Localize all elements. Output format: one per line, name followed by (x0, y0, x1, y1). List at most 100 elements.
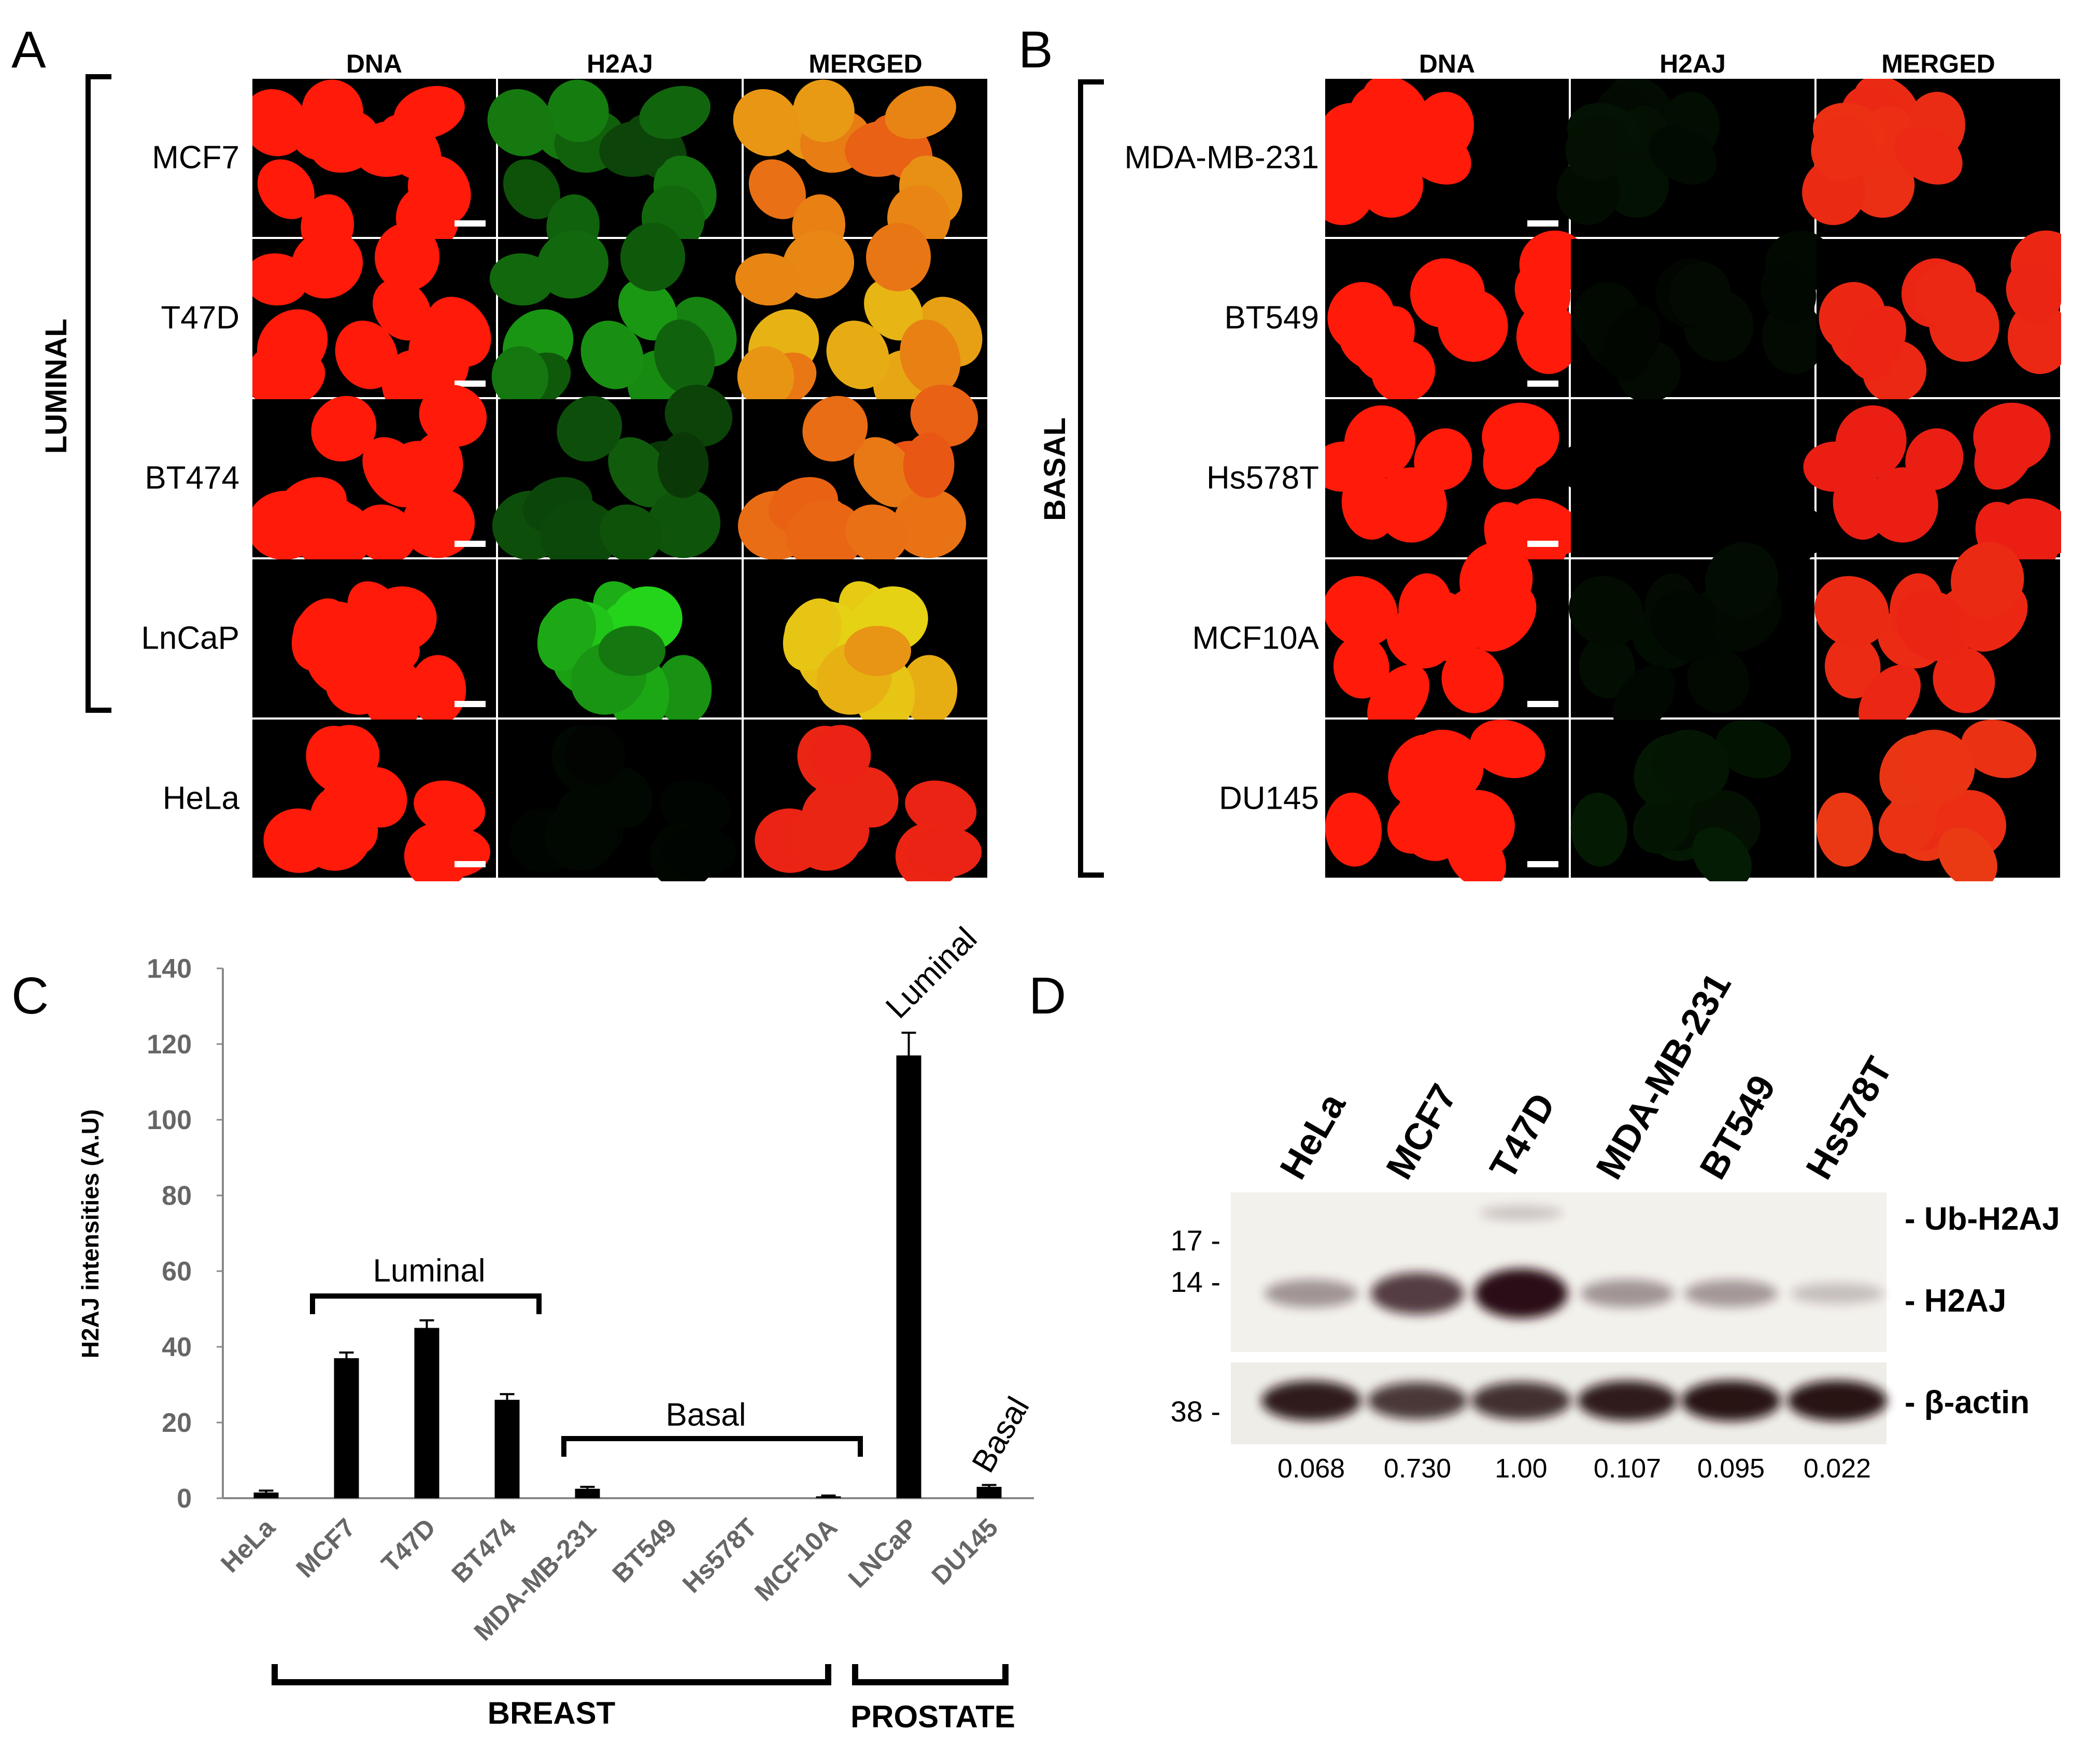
blot-band-beta-actin (1578, 1381, 1677, 1421)
panel-b-col-merged: MERGED (1881, 49, 1995, 78)
panel-label-d: D (1029, 967, 1066, 1025)
blot-band-h2aj (1265, 1279, 1358, 1307)
panel-a-luminal-bracket (86, 74, 111, 713)
chart-annotation-basal-breast: Basal (665, 1397, 746, 1433)
chart-y-tick-label: 120 (147, 1030, 192, 1060)
chart-group-prostate: PROSTATE (850, 1699, 1015, 1734)
blot-lane-label: T47D (1482, 1087, 1564, 1186)
blot-lane-label: BT549 (1692, 1068, 1784, 1186)
blot-lane-label: Hs578T (1798, 1050, 1900, 1186)
scale-bar (455, 861, 486, 867)
panel-a-image-dna (252, 559, 496, 733)
panel-b-image-h2aj (1570, 720, 1814, 881)
chart-x-tick-label: MCF7 (290, 1513, 361, 1583)
panel-b-image-merged (1817, 230, 2061, 403)
chart-bracket-luminal-breast (310, 1293, 542, 1314)
chart-annotation-luminal-prostate: Luminal (879, 921, 984, 1025)
panel-b-col-dna: DNA (1419, 49, 1475, 78)
chart-bar (976, 1487, 1002, 1498)
panel-b-image-merged (1814, 542, 2060, 734)
scale-bar (455, 541, 486, 547)
panel-b-image-h2aj (1571, 230, 1833, 403)
chart-y-tick-label: 80 (162, 1181, 192, 1211)
panel-label-b: B (1018, 21, 1053, 79)
chart-y-label: H2AJ intensities (A.U) (77, 1109, 104, 1359)
panel-a-image-dna (252, 222, 496, 419)
scale-bar (1527, 701, 1558, 707)
blot-quantification: 0.022 (1804, 1454, 1871, 1484)
chart-bar (816, 1496, 841, 1498)
panel-a-image-dna (252, 720, 496, 881)
chart-x-tick-label: BT474 (446, 1513, 522, 1588)
blot-quantification: 0.107 (1594, 1454, 1661, 1484)
chart-x-tick-label: LNCaP (843, 1513, 924, 1594)
blot-quantification: 0.068 (1278, 1454, 1345, 1484)
scale-bar (455, 381, 486, 387)
blot-band-beta-actin (1681, 1380, 1781, 1421)
panel-b-image-h2aj (1569, 542, 1814, 734)
chart-x-tick-label: BT549 (607, 1513, 683, 1588)
panel-b-image-dna (1325, 230, 1587, 403)
panel-a-image-h2aj (492, 385, 742, 571)
panel-a-col-merged: MERGED (808, 49, 922, 78)
panel-b-group-label: BASAL (1038, 417, 1072, 521)
blot-quantification: 0.730 (1384, 1454, 1451, 1484)
blot-quantification: 0.095 (1697, 1454, 1765, 1484)
blot-band-beta-actin (1261, 1381, 1361, 1421)
blot-band-h2aj (1371, 1272, 1464, 1315)
panel-b-basal-bracket (1078, 79, 1104, 878)
scale-bar (1527, 861, 1558, 867)
chart-bar (414, 1328, 439, 1498)
panel-b-row-label: DU145 (1219, 781, 1319, 816)
chart-x-tick-label: HeLa (215, 1512, 281, 1578)
panel-a-row-label: BT474 (145, 460, 239, 496)
chart-y-tick-label: 40 (162, 1332, 192, 1362)
panel-a-col-dna: DNA (346, 49, 402, 78)
panel-b-image-dna (1325, 79, 1569, 237)
blot-marker-14: 14 - (1171, 1265, 1221, 1298)
scale-bar (1527, 381, 1558, 387)
chart-bar (494, 1400, 520, 1498)
panel-b-row-label: MCF10A (1192, 621, 1319, 656)
panel-b-image-merged (1816, 720, 2060, 881)
blot-label-ub-h2aj: - Ub-H2AJ (1905, 1201, 2060, 1237)
panel-a-row-label: HeLa (163, 781, 240, 816)
blot-label-h2aj: - H2AJ (1905, 1283, 2006, 1319)
blot-band-h2aj (1474, 1269, 1568, 1318)
chart-y-tick-label: 0 (177, 1484, 192, 1514)
chart-annotation-luminal-breast: Luminal (373, 1253, 485, 1289)
chart-annotation-basal-prostate: Basal (965, 1391, 1036, 1479)
panel-b-microscopy: DNA H2AJ MERGED BASAL MDA-MB-231 BT549 Hs5… (1038, 49, 2061, 881)
blot-marker-17: 17 - (1171, 1224, 1221, 1257)
panel-b-image-merged (1802, 79, 2060, 237)
chart-bar (896, 1055, 921, 1498)
panel-a-image-merged (744, 720, 987, 881)
chart-group-breast: BREAST (488, 1696, 616, 1730)
chart-bracket-basal-breast (561, 1436, 863, 1457)
blot-upper-membrane (1231, 1192, 1886, 1352)
panel-b-image-h2aj (1557, 399, 1829, 577)
chart-y-tick-label: 140 (147, 954, 192, 984)
blot-band-ub-h2aj (1480, 1206, 1563, 1220)
panel-a-microscopy: DNA H2AJ MERGED LUMINAL MCF7 T47D BT474 LnC… (39, 49, 987, 881)
scale-bar (1527, 541, 1558, 547)
panel-label-c: C (11, 967, 49, 1025)
blot-lane-label: HeLa (1272, 1086, 1354, 1186)
blot-band-h2aj (1684, 1279, 1778, 1307)
blot-band-beta-actin (1471, 1382, 1571, 1420)
panel-b-image-dna (1325, 399, 1583, 577)
panel-a-image-h2aj (498, 720, 742, 881)
panel-a-group-label: LUMINAL (39, 319, 73, 454)
chart-group-bracket-breast (272, 1664, 831, 1685)
chart-bar (253, 1492, 279, 1498)
scale-bar (455, 701, 486, 707)
chart-x-tick-label: MCF10A (749, 1513, 843, 1607)
panel-a-col-h2aj: H2AJ (587, 49, 653, 78)
blot-band-beta-actin (1368, 1382, 1467, 1419)
panel-a-image-dna (252, 385, 496, 571)
chart-y-tick-label: 100 (147, 1105, 192, 1135)
panel-a-row-label: MCF7 (152, 140, 239, 176)
panel-a-image-h2aj (489, 222, 742, 419)
